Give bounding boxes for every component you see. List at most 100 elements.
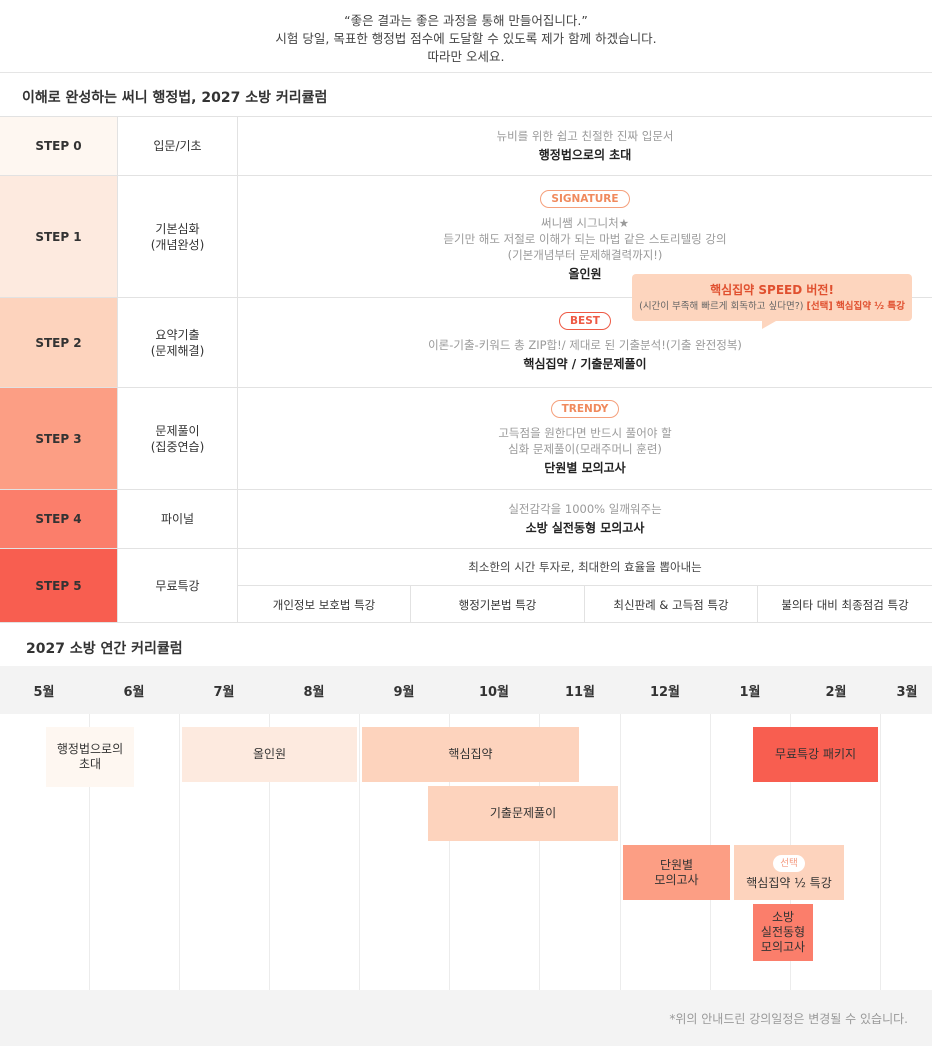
course-name[interactable]: 핵심집약 / 기출문제풀이 <box>523 357 647 371</box>
month-header: 5월 6월 7월 8월 9월 10월 11월 12월 1월 2월 3월 <box>0 666 932 714</box>
free-lecture-item[interactable]: 행정기본법 특강 <box>411 586 585 623</box>
course-name[interactable]: 행정법으로의 초대 <box>538 148 632 162</box>
curriculum-row: STEP 1 기본심화 (개념완성) SIGNATURE 써니쌤 시그니처★ 듣기만 해도… <box>0 176 932 298</box>
step-desc-line: 고득점을 원한다면 반드시 풀어야 할 <box>498 426 672 440</box>
free-lecture-intro: 최소한의 시간 투자로, 최대한의 효율을 뽑아내는 <box>238 549 932 586</box>
month-label: 2월 <box>825 684 847 700</box>
curriculum-title: 이해로 완성하는 써니 행정법, 2027 소방 커리큘럼 <box>22 90 328 106</box>
step-category: 입문/기초 <box>118 117 238 175</box>
course-name[interactable]: 단원별 모의고사 <box>544 461 626 475</box>
step-description: SIGNATURE 써니쌤 시그니처★ 듣기만 해도 저절로 이해가 되는 마법 같… <box>238 176 932 297</box>
bar-label-line: 소방 <box>771 910 795 924</box>
tooltip-sub-highlight: [선택] 핵심집약 ½ 특강 <box>806 301 905 312</box>
step-category: 무료특강 <box>118 549 238 622</box>
timeline-bar[interactable]: 행정법으로의 초대 <box>46 727 134 787</box>
curriculum-row: STEP 3 문제풀이 (집중연습) TRENDY 고득점을 원한다면 반드시 풀어야 … <box>0 388 932 490</box>
step-desc-line: 심화 문제풀이(모래주머니 훈련) <box>508 442 662 456</box>
footer: *위의 안내드린 강의일정은 변경될 수 있습니다. <box>0 990 932 1046</box>
step-badge: SIGNATURE <box>540 190 630 208</box>
step-description: 실전감각을 1000% 일깨워주는 소방 실전동형 모의고사 <box>238 490 932 548</box>
step-description: TRENDY 고득점을 원한다면 반드시 풀어야 할 심화 문제풀이(모래주머니 훈… <box>238 388 932 489</box>
step-label: STEP 0 <box>0 117 118 175</box>
bar-label-line: 핵심집약 <box>448 747 493 761</box>
step-label: STEP 5 <box>0 549 118 622</box>
intro-line-2: 시험 당일, 목표한 행정법 점수에 도달할 수 있도록 제가 함께 하겠습니다… <box>275 31 657 46</box>
step-description: BEST 이론-기출-키워드 총 ZIP합!/ 제대로 된 기출분석!(기출 완전… <box>238 298 932 387</box>
free-lecture-item[interactable]: 개인정보 보호법 특강 <box>238 586 411 623</box>
curriculum-row: STEP 2 요약기출 (문제해결) BEST 이론-기출-키워드 총 ZIP합!/ 제… <box>0 298 932 388</box>
month-label: 9월 <box>393 684 415 700</box>
month-gridline <box>359 714 360 990</box>
step-category: 문제풀이 (집중연습) <box>118 388 238 489</box>
step-desc-line: 써니쌤 시그니처★ <box>540 216 630 230</box>
bar-label-line: 행정법으로의 <box>56 742 124 756</box>
category-line: 무료특강 <box>155 578 200 593</box>
bar-label-line: 실전동형 <box>760 925 806 939</box>
month-gridline <box>880 714 881 990</box>
step-desc-line: (기본개념부터 문제해결력까지!) <box>507 248 663 262</box>
month-gridline <box>539 714 540 990</box>
category-line: 기본심화 <box>155 221 200 236</box>
timeline-bar[interactable]: 핵심집약 <box>362 727 579 782</box>
step-label: STEP 3 <box>0 388 118 489</box>
step-category: 기본심화 (개념완성) <box>118 176 238 297</box>
course-name[interactable]: 올인원 <box>568 267 602 281</box>
speed-version-tooltip: 핵심집약 SPEED 버전! (시간이 부족해 빠르게 회독하고 싶다면?) [… <box>632 274 912 329</box>
timeline-bar[interactable]: 소방 실전동형 모의고사 <box>753 904 813 961</box>
month-gridline <box>179 714 180 990</box>
month-label: 8월 <box>303 684 325 700</box>
timeline-bar[interactable]: 무료특강 패키지 <box>753 727 878 782</box>
step-desc-line: 듣기만 해도 저절로 이해가 되는 마법 같은 스토리텔링 강의 <box>443 232 727 246</box>
tooltip-sub-prefix: (시간이 부족해 빠르게 회독하고 싶다면?) <box>639 301 807 312</box>
month-gridline <box>89 714 90 990</box>
annual-timeline: 행정법으로의 초대 올인원 핵심집약 기출문제풀이 단원별 모의고사 선택 핵심집약 ½ 특강 소… <box>0 714 932 990</box>
bar-label-line: 모의고사 <box>654 872 699 887</box>
annual-title: 2027 소방 연간 커리큘럼 <box>26 641 183 657</box>
curriculum-row: STEP 4 파이널 실전감각을 1000% 일깨워주는 소방 실전동형 모의고사 <box>0 490 932 549</box>
step-desc-line: 뉴비를 위한 쉽고 친절한 진짜 입문서 <box>496 129 674 143</box>
schedule-footnote: *위의 안내드린 강의일정은 변경될 수 있습니다. <box>669 1012 908 1026</box>
month-gridline <box>269 714 270 990</box>
bar-label-line: 초대 <box>78 757 102 771</box>
step-desc-line: 이론-기출-키워드 총 ZIP합!/ 제대로 된 기출분석!(기출 완전정복) <box>428 338 742 352</box>
step-label: STEP 1 <box>0 176 118 297</box>
category-line: (개념완성) <box>150 237 205 252</box>
step-description: 최소한의 시간 투자로, 최대한의 효율을 뽑아내는 개인정보 보호법 특강 행정기… <box>238 549 932 623</box>
timeline-bar[interactable]: 올인원 <box>182 727 357 782</box>
course-name[interactable]: 소방 실전동형 모의고사 <box>525 521 645 535</box>
step-label: STEP 4 <box>0 490 118 548</box>
intro-line-3: 따라만 오세요. <box>427 49 505 64</box>
category-line: (집중연습) <box>150 439 205 454</box>
optional-pill: 선택 <box>773 854 805 872</box>
intro-quote: “좋은 결과는 좋은 과정을 통해 만들어집니다.” 시험 당일, 목표한 행정… <box>0 0 932 72</box>
free-lecture-item[interactable]: 최신판례 & 고득점 특강 <box>585 586 758 623</box>
month-label: 11월 <box>564 684 596 700</box>
bar-label-line: 올인원 <box>252 747 287 761</box>
category-line: 입문/기초 <box>153 139 202 153</box>
month-label: 7월 <box>213 684 235 700</box>
step-label: STEP 2 <box>0 298 118 387</box>
bar-label-line: 단원별 <box>659 857 694 872</box>
category-line: 요약기출 <box>155 327 200 342</box>
free-lecture-item[interactable]: 불의타 대비 최종점검 특강 <box>781 597 909 612</box>
category-line: (문제해결) <box>150 343 205 358</box>
month-label: 12월 <box>649 684 681 700</box>
month-gridline <box>620 714 621 990</box>
month-label: 5월 <box>33 684 55 700</box>
tooltip-subtitle: (시간이 부족해 빠르게 회독하고 싶다면?) [선택] 핵심집약 ½ 특강 <box>632 300 912 314</box>
step-category: 요약기출 (문제해결) <box>118 298 238 387</box>
timeline-bar[interactable]: 단원별 모의고사 <box>623 845 730 900</box>
intro-line-1: “좋은 결과는 좋은 과정을 통해 만들어집니다.” <box>344 13 588 28</box>
category-line: 문제풀이 <box>155 423 200 438</box>
timeline-bar[interactable]: 기출문제풀이 <box>428 786 618 841</box>
timeline-bar[interactable]: 선택 핵심집약 ½ 특강 <box>734 845 844 900</box>
step-category: 파이널 <box>118 490 238 548</box>
month-label: 6월 <box>123 684 145 700</box>
category-line: 파이널 <box>160 512 195 526</box>
month-label: 10월 <box>478 684 510 700</box>
month-label: 3월 <box>896 684 918 700</box>
curriculum-row: STEP 5 무료특강 최소한의 시간 투자로, 최대한의 효율을 뽑아내는 개인정보… <box>0 549 932 623</box>
